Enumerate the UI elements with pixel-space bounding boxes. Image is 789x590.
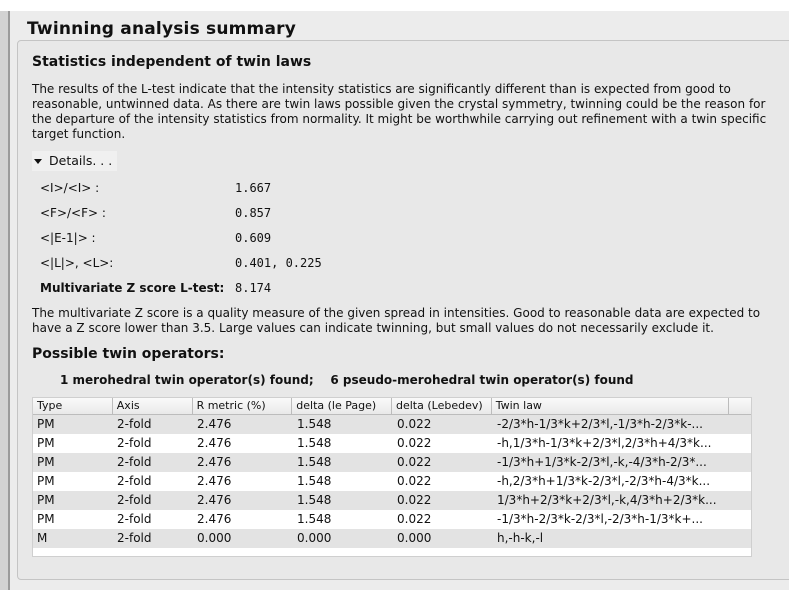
cell-type: PM	[37, 436, 55, 450]
cell-twin-law: -h,1/3*h-1/3*k+2/3*l,2/3*h+4/3*k...	[497, 436, 712, 450]
cell-delta-le-page: 1.548	[297, 455, 332, 469]
stat-value: 0.401, 0.225	[235, 256, 322, 270]
section-heading-twin-operators: Possible twin operators:	[32, 346, 225, 362]
stat-value: 0.609	[235, 231, 272, 245]
cell-r-metric: 2.476	[197, 436, 232, 450]
cell-r-metric: 2.476	[197, 474, 232, 488]
cell-delta-le-page: 0.000	[297, 531, 332, 545]
cell-delta-lebedev: 0.022	[397, 436, 432, 450]
table-row[interactable]: PM 2-fold 2.476 1.548 0.022 -2/3*h-1/3*k+2/3*…	[33, 415, 751, 434]
stat-label: <I>/<I> :	[40, 181, 100, 195]
cell-delta-lebedev: 0.022	[397, 493, 432, 507]
stat-label: <F>/<F> :	[40, 206, 106, 220]
z-score-note: The multivariate Z score is a quality me…	[32, 306, 761, 335]
page-title: Twinning analysis summary	[27, 19, 297, 39]
cell-type: PM	[37, 512, 55, 526]
cell-r-metric: 2.476	[197, 455, 232, 469]
cell-twin-law: -1/3*h+1/3*k-2/3*l,-k,-4/3*h-2/3*...	[497, 455, 707, 469]
cell-delta-lebedev: 0.022	[397, 474, 432, 488]
stat-value: 0.857	[235, 206, 272, 220]
details-label: Details. . .	[49, 153, 113, 168]
cell-type: PM	[37, 455, 55, 469]
cell-r-metric: 2.476	[197, 493, 232, 507]
section-heading-statistics: Statistics independent of twin laws	[32, 54, 312, 70]
column-header-twin-law[interactable]: Twin law	[492, 398, 730, 414]
column-header-delta-le-page[interactable]: delta (le Page)	[292, 398, 392, 414]
cell-type: PM	[37, 474, 55, 488]
cell-twin-law: h,-h-k,-l	[497, 531, 544, 545]
cell-twin-law: -1/3*h-2/3*k-2/3*l,-2/3*h-1/3*k+...	[497, 512, 703, 526]
table-row[interactable]: M 2-fold 0.000 0.000 0.000 h,-h-k,-l	[33, 529, 751, 548]
column-header-r-metric[interactable]: R metric (%)	[193, 398, 293, 414]
left-sidebar-edge	[0, 11, 10, 590]
cell-delta-le-page: 1.548	[297, 417, 332, 431]
details-disclosure[interactable]: Details. . .	[32, 151, 117, 171]
cell-twin-law: 1/3*h+2/3*k+2/3*l,-k,4/3*h+2/3*k...	[497, 493, 717, 507]
table-row[interactable]: PM 2-fold 2.476 1.548 0.022 -h,2/3*h+1/3*k-2/…	[33, 472, 751, 491]
cell-r-metric: 2.476	[197, 512, 232, 526]
table-row[interactable]: PM 2-fold 2.476 1.548 0.022 1/3*h+2/3*k+2/3*l…	[33, 491, 751, 510]
column-header-axis[interactable]: Axis	[113, 398, 193, 414]
column-header-type[interactable]: Type	[33, 398, 113, 414]
table-row[interactable]: PM 2-fold 2.476 1.548 0.022 -1/3*h-2/3*k-2/3*…	[33, 510, 751, 529]
cell-delta-le-page: 1.548	[297, 512, 332, 526]
cell-r-metric: 2.476	[197, 417, 232, 431]
disclosure-triangle-icon	[34, 159, 42, 164]
cell-delta-lebedev: 0.000	[397, 531, 432, 545]
cell-twin-law: -2/3*h-1/3*k+2/3*l,-1/3*h-2/3*k-...	[497, 417, 703, 431]
cell-r-metric: 0.000	[197, 531, 232, 545]
cell-axis: 2-fold	[117, 493, 152, 507]
twin-operators-table: Type Axis R metric (%) delta (le Page) d…	[32, 397, 752, 557]
cell-delta-lebedev: 0.022	[397, 417, 432, 431]
stat-label: Multivariate Z score L-test:	[40, 281, 225, 295]
column-header-spacer	[729, 398, 751, 414]
stat-label: <|L|>, <L>:	[40, 256, 114, 270]
cell-axis: 2-fold	[117, 531, 152, 545]
top-bar	[0, 0, 789, 11]
cell-twin-law: -h,2/3*h+1/3*k-2/3*l,-2/3*h-4/3*k...	[497, 474, 711, 488]
stat-value: 8.174	[235, 281, 272, 295]
cell-axis: 2-fold	[117, 474, 152, 488]
stat-value: 1.667	[235, 181, 272, 195]
cell-axis: 2-fold	[117, 436, 152, 450]
operators-found-summary: 1 merohedral twin operator(s) found; 6 p…	[60, 373, 634, 387]
cell-axis: 2-fold	[117, 512, 152, 526]
table-row[interactable]: PM 2-fold 2.476 1.548 0.022 -h,1/3*h-1/3*k+2/…	[33, 434, 751, 453]
table-header: Type Axis R metric (%) delta (le Page) d…	[33, 398, 751, 415]
cell-delta-lebedev: 0.022	[397, 455, 432, 469]
cell-delta-lebedev: 0.022	[397, 512, 432, 526]
l-test-description: The results of the L-test indicate that …	[32, 82, 767, 141]
cell-axis: 2-fold	[117, 417, 152, 431]
column-header-delta-lebedev[interactable]: delta (Lebedev)	[392, 398, 492, 414]
cell-delta-le-page: 1.548	[297, 436, 332, 450]
cell-delta-le-page: 1.548	[297, 474, 332, 488]
cell-type: PM	[37, 493, 55, 507]
cell-delta-le-page: 1.548	[297, 493, 332, 507]
table-row[interactable]: PM 2-fold 2.476 1.548 0.022 -1/3*h+1/3*k-2/3*…	[33, 453, 751, 472]
cell-axis: 2-fold	[117, 455, 152, 469]
cell-type: M	[37, 531, 48, 545]
stat-label: <|E-1|> :	[40, 231, 96, 245]
cell-type: PM	[37, 417, 55, 431]
